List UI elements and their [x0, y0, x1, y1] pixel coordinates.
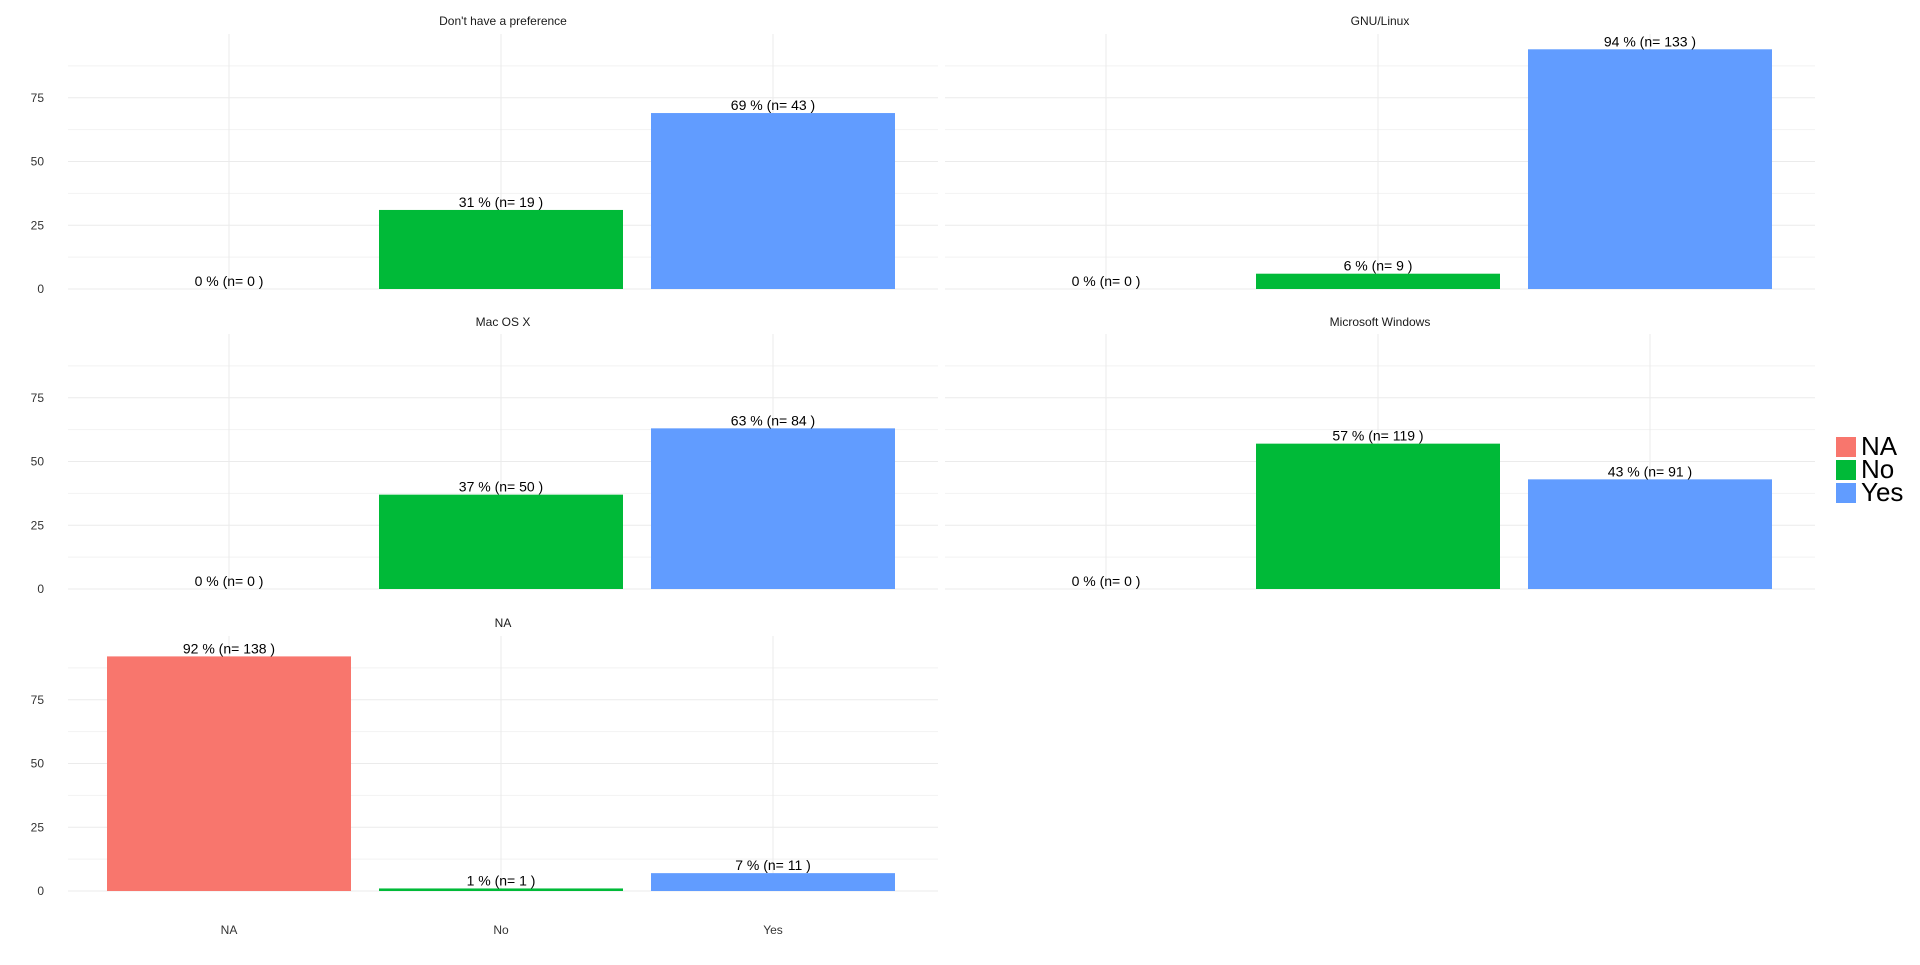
panel-title: NA [495, 616, 512, 630]
y-tick-label: 75 [31, 391, 45, 405]
bar-no [379, 209, 623, 289]
bar-yes [651, 113, 895, 289]
y-tick-label: 50 [31, 455, 45, 469]
y-tick-label: 50 [31, 155, 45, 169]
data-label: 43 % (n= 91 ) [1608, 463, 1692, 479]
bar-yes [1528, 49, 1772, 289]
y-tick-label: 75 [31, 693, 45, 707]
y-tick-label: 0 [37, 282, 44, 296]
bar-yes [651, 428, 895, 589]
legend-key-no [1836, 460, 1856, 480]
legend-key-yes [1836, 483, 1856, 503]
panel-title: Microsoft Windows [1330, 315, 1431, 329]
data-label: 37 % (n= 50 ) [459, 479, 543, 495]
y-tick-label: 25 [31, 820, 45, 834]
bar-no [379, 494, 623, 589]
legend-label: Yes [1861, 477, 1903, 507]
legend-key-na [1836, 437, 1856, 457]
legend-label: No [1861, 454, 1894, 484]
bar-yes [651, 873, 895, 891]
bar-no [1256, 273, 1500, 289]
data-label: 1 % (n= 1 ) [467, 872, 536, 888]
data-label: 0 % (n= 0 ) [195, 273, 264, 289]
x-tick-label: Yes [763, 923, 783, 937]
legend-label: NA [1861, 431, 1898, 461]
bar-na [107, 656, 351, 891]
panel-title: GNU/Linux [1351, 14, 1410, 28]
y-tick-label: 0 [37, 884, 44, 898]
y-tick-label: 50 [31, 757, 45, 771]
panel-title: Mac OS X [476, 315, 531, 329]
bar-no [1256, 443, 1500, 589]
data-label: 0 % (n= 0 ) [1072, 573, 1141, 589]
panel-title: Don't have a preference [439, 14, 567, 28]
x-tick-label: No [493, 923, 509, 937]
data-label: 7 % (n= 11 ) [735, 857, 811, 873]
data-label: 94 % (n= 133 ) [1604, 33, 1696, 49]
data-label: 0 % (n= 0 ) [195, 573, 264, 589]
facet-panel: Microsoft Windows 0 % (n= 0 ) 57 % (n= 119… [945, 315, 1815, 590]
data-label: 0 % (n= 0 ) [1072, 273, 1141, 289]
y-tick-label: 75 [31, 91, 45, 105]
data-label: 57 % (n= 119 ) [1332, 428, 1423, 444]
bar-no [379, 888, 623, 891]
data-label: 92 % (n= 138 ) [183, 640, 275, 656]
data-label: 6 % (n= 9 ) [1344, 258, 1413, 274]
facet-panel: NA 0 25 50 75 92 % (n= 138 ) 1 % (n= 1 ) 7 % (n… [31, 616, 938, 937]
y-tick-label: 25 [31, 218, 45, 232]
x-tick-label: NA [221, 923, 238, 937]
data-label: 69 % (n= 43 ) [731, 97, 815, 113]
data-label: 31 % (n= 19 ) [459, 194, 543, 210]
y-tick-label: 0 [37, 582, 44, 596]
bar-yes [1528, 479, 1772, 589]
facet-panel: GNU/Linux 0 % (n= 0 ) 6 % (n= 9 ) 94 % (n= … [945, 14, 1815, 290]
facet-panel: Mac OS X 0 25 50 75 0 % (n= 0 ) 37 % (n= 50 ) 6… [31, 315, 938, 596]
y-tick-label: 25 [31, 518, 45, 532]
data-label: 63 % (n= 84 ) [731, 412, 815, 428]
facet-panel: Don't have a preference 0 25 50 75 0 % (n= 0 … [31, 14, 938, 296]
